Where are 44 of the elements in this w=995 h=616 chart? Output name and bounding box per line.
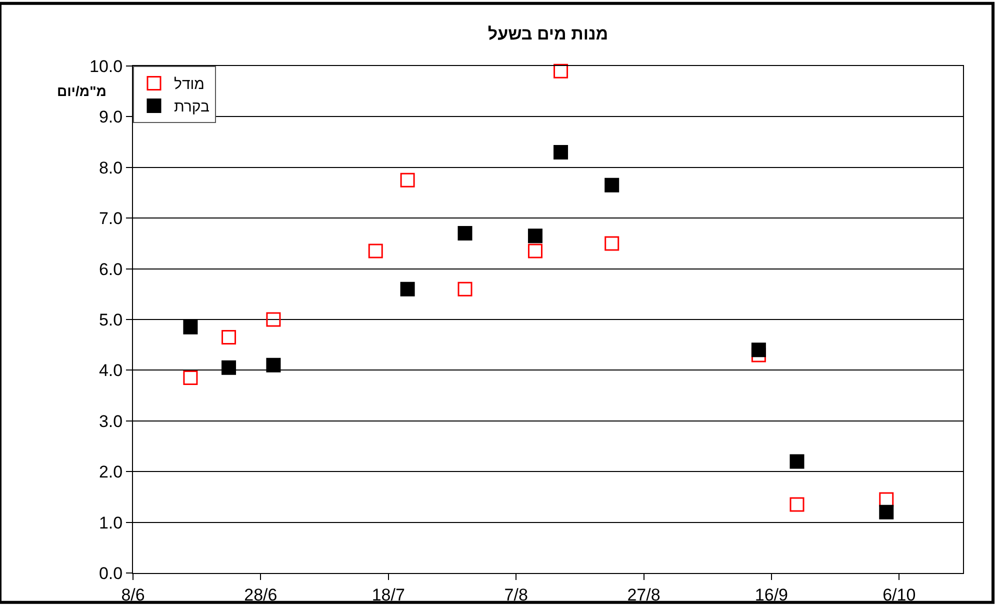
x-tick-label: 18/7 (372, 585, 405, 604)
x-tick-label: 28/6 (244, 585, 278, 604)
y-tick-label: 2.0 (98, 462, 123, 482)
x-tick-label: 16/9 (754, 585, 788, 604)
point (554, 144, 568, 160)
y-axis-title: מ"מ/יום (57, 83, 106, 99)
x-tick-label: 7/8 (504, 585, 528, 604)
y-tick-label: 0.0 (98, 564, 123, 583)
y-tick-label: 8.0 (98, 158, 123, 178)
y-tick-label: 1.0 (98, 513, 123, 532)
point (458, 226, 472, 241)
point (604, 236, 620, 251)
point (266, 312, 281, 327)
y-tick-label: 6.0 (98, 260, 123, 279)
point (183, 370, 198, 386)
legend-label: מודל (174, 76, 204, 94)
point (528, 228, 542, 244)
point (879, 504, 894, 520)
point (879, 492, 894, 507)
point (604, 178, 620, 192)
point (400, 282, 415, 296)
point (222, 330, 236, 344)
point (458, 282, 472, 296)
x-tick-label: 27/8 (627, 585, 660, 604)
point (400, 172, 415, 188)
y-tick-label: 3.0 (98, 412, 123, 431)
y-tick-label: 4.0 (98, 361, 123, 380)
x-tick-label: 6/10 (882, 585, 916, 604)
point (554, 64, 568, 78)
point (751, 342, 766, 358)
point (790, 454, 804, 469)
y-tick-label: 5.0 (98, 310, 123, 330)
y-tick-label: 7.0 (98, 209, 123, 228)
point (368, 244, 383, 258)
legend-label: בקרת (174, 98, 210, 116)
y-tick-label: 10.0 (90, 56, 123, 76)
x-tick-label: 8/6 (121, 585, 145, 604)
point (266, 358, 281, 372)
point (528, 244, 542, 258)
point (183, 320, 198, 334)
point (790, 497, 804, 512)
y-tick-label: 9.0 (98, 108, 123, 127)
point (222, 360, 236, 375)
chart-title: מנות מים בשעל (488, 24, 608, 44)
